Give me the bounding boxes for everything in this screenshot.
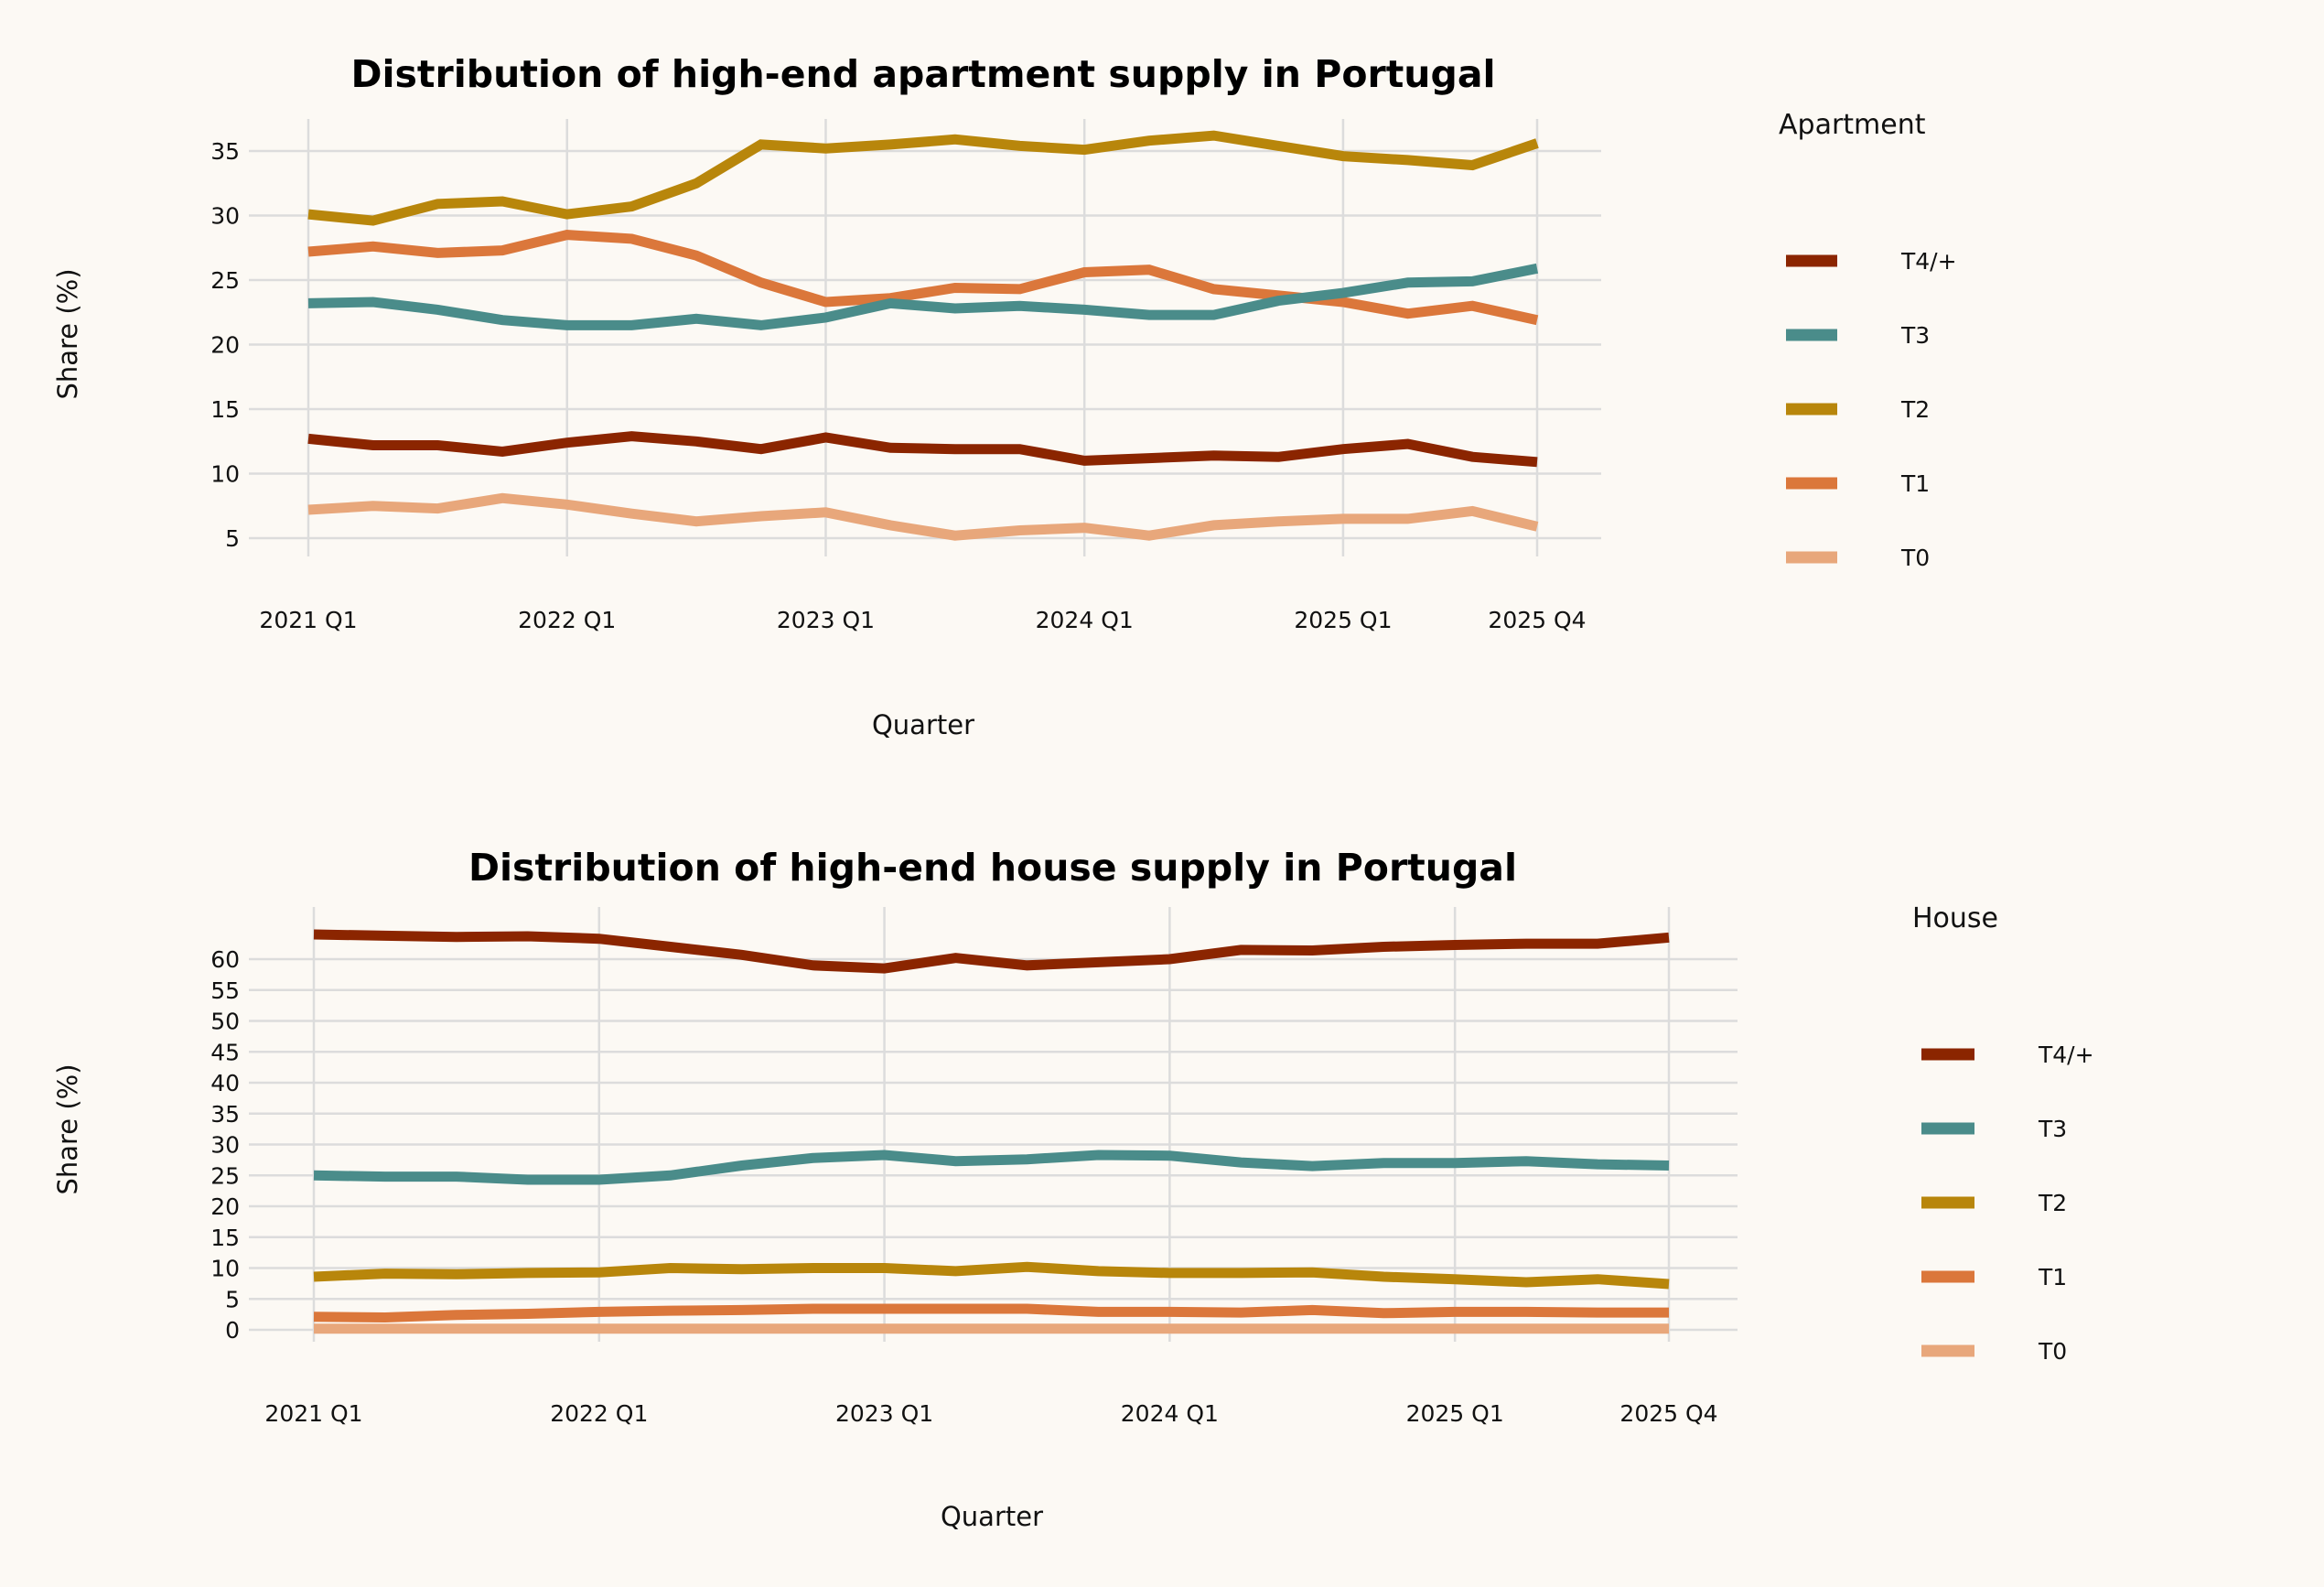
series-line-T4 xyxy=(307,431,1538,468)
legend-title: House xyxy=(1912,902,1998,934)
x-tick-label: 2024 Q1 xyxy=(1036,607,1134,633)
y-tick-label: 15 xyxy=(210,1225,240,1251)
y-tick-label: 40 xyxy=(210,1070,240,1096)
x-tick-label: 2021 Q1 xyxy=(264,1400,362,1427)
x-tick-label: 2023 Q1 xyxy=(835,1400,933,1427)
y-tick-label: 20 xyxy=(210,1193,240,1220)
y-tick-label: 60 xyxy=(210,946,240,973)
y-tick-label: 30 xyxy=(210,203,240,230)
x-tick-label: 2025 Q4 xyxy=(1488,607,1586,633)
y-tick-label: 20 xyxy=(210,332,240,359)
y-axis-label: Share (%) xyxy=(52,268,83,399)
legend-label: T1 xyxy=(2038,1264,2067,1290)
y-tick-label: 5 xyxy=(225,525,240,552)
legend-label: T2 xyxy=(1900,396,1930,423)
y-tick-label: 35 xyxy=(210,1101,240,1128)
x-tick-label: 2022 Q1 xyxy=(518,607,616,633)
y-tick-label: 30 xyxy=(210,1132,240,1159)
series-line-T4 xyxy=(313,929,1670,974)
y-tick-label: 50 xyxy=(210,1009,240,1035)
house-chart: 0 5 10 15 20 25 30 35 40 45 50 55 60 2021 Q1 2022 Q1 20… xyxy=(52,846,2094,1532)
legend-label: T2 xyxy=(2038,1190,2067,1216)
y-tick-label: 0 xyxy=(225,1317,240,1344)
x-tick-label: 2025 Q1 xyxy=(1406,1400,1504,1427)
x-tick-label: 2022 Q1 xyxy=(550,1400,648,1427)
y-tick-label: 25 xyxy=(210,1162,240,1189)
x-axis-label: Quarter xyxy=(941,1501,1043,1532)
legend-label: T0 xyxy=(1900,545,1930,571)
chart-title: Distribution of high-end apartment suppl… xyxy=(350,52,1495,96)
x-tick-label: 2024 Q1 xyxy=(1121,1400,1219,1427)
legend-label: T4/+ xyxy=(1900,248,1957,275)
series-line-T3 xyxy=(313,1150,1670,1185)
series-line-T1 xyxy=(313,1303,1669,1323)
y-tick-label: 10 xyxy=(210,461,240,488)
legend-label: T3 xyxy=(2038,1116,2067,1142)
legend-title: Apartment xyxy=(1779,109,1926,141)
y-tick-label: 45 xyxy=(210,1039,240,1065)
y-tick-label: 25 xyxy=(210,267,240,294)
series-line-T3 xyxy=(307,263,1539,330)
legend: House T4/+ T3 T2 T1 T0 xyxy=(1912,902,2094,1365)
x-tick-label: 2025 Q1 xyxy=(1294,607,1392,633)
x-axis-label: Quarter xyxy=(872,709,974,740)
apartment-chart: 5 10 15 20 25 30 35 2021 Q1 2022 Q1 2023 Q1 2024 Q… xyxy=(52,52,1957,740)
y-tick-label: 15 xyxy=(210,396,240,423)
legend: Apartment T4/+ T3 T2 T1 T0 xyxy=(1779,109,1957,571)
x-tick-label: 2023 Q1 xyxy=(777,607,875,633)
y-tick-label: 35 xyxy=(210,138,240,165)
chart-title: Distribution of high-end house supply in… xyxy=(468,846,1517,890)
legend-label: T3 xyxy=(1900,322,1930,349)
legend-label: T4/+ xyxy=(2038,1042,2094,1068)
y-tick-label: 5 xyxy=(225,1286,240,1312)
y-axis-label: Share (%) xyxy=(52,1063,83,1194)
y-tick-label: 10 xyxy=(210,1256,240,1282)
series-line-T1 xyxy=(307,230,1539,326)
legend-label: T1 xyxy=(1900,470,1930,497)
series-line-T2 xyxy=(307,130,1539,226)
x-tick-label: 2025 Q4 xyxy=(1619,1400,1717,1427)
series-line-T0 xyxy=(307,492,1539,541)
x-tick-label: 2021 Q1 xyxy=(259,607,357,633)
legend-label: T0 xyxy=(2038,1338,2067,1365)
y-tick-label: 55 xyxy=(210,977,240,1004)
series-line-T2 xyxy=(313,1261,1670,1290)
